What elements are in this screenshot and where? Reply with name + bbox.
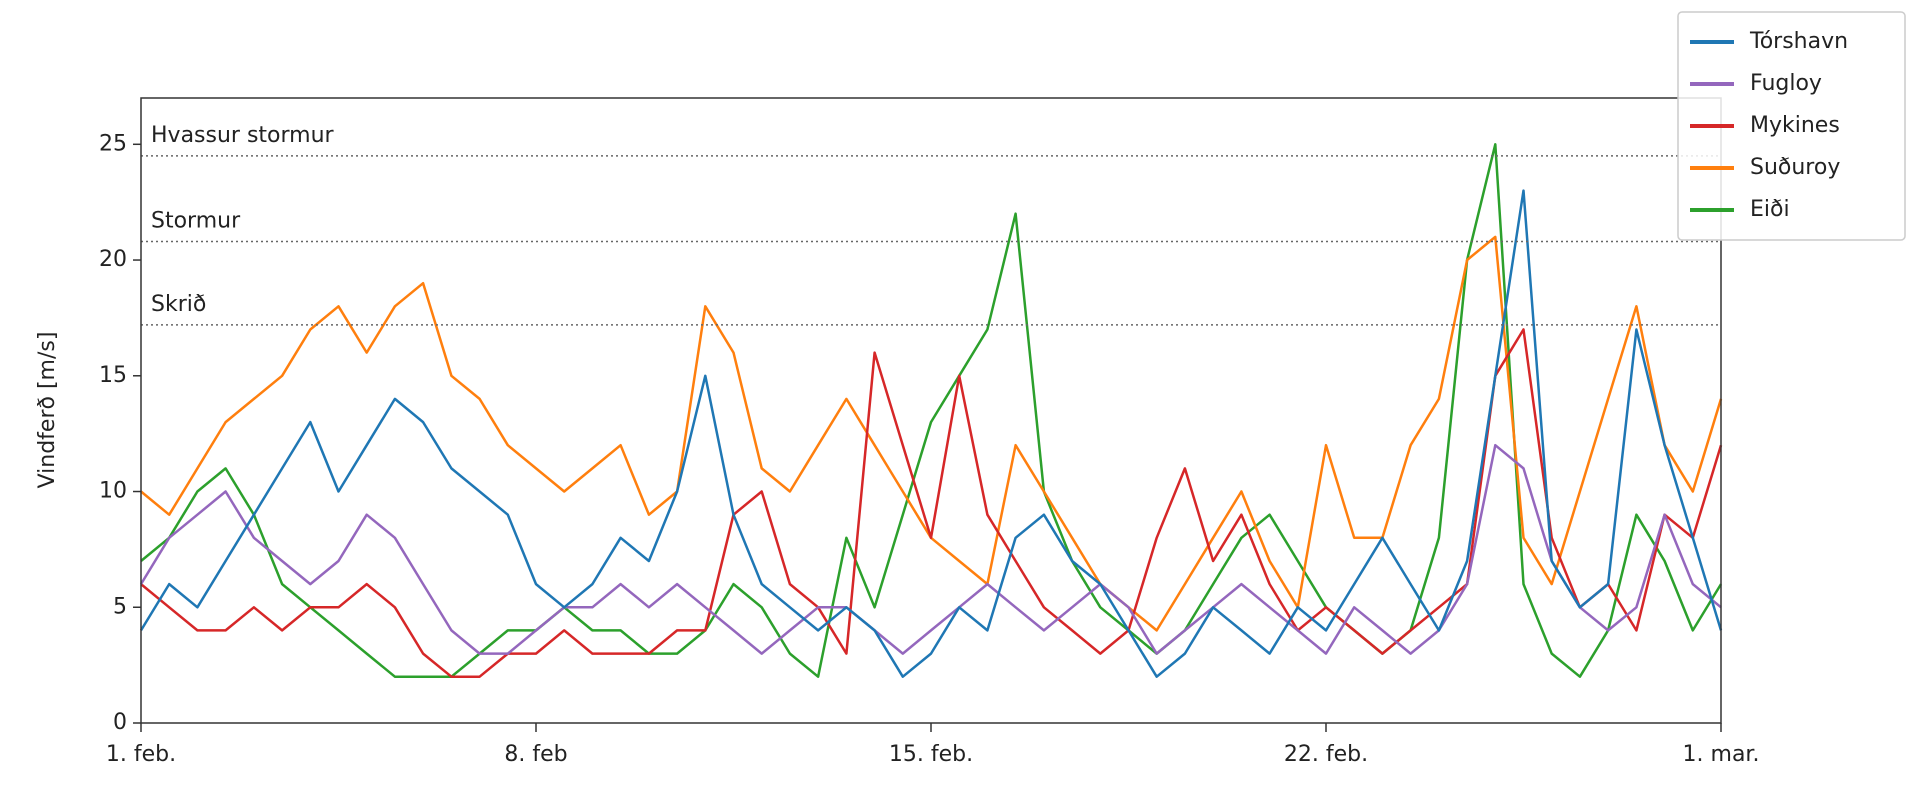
y-tick-label: 15: [99, 363, 127, 388]
legend-label: Mykines: [1750, 113, 1840, 138]
series-line: [140, 235, 1723, 632]
x-tick-label: 1. mar.: [1683, 742, 1760, 767]
legend-label: Suðuroy: [1750, 155, 1840, 180]
plot-frame: [140, 97, 1722, 724]
series-line: [139, 443, 1722, 655]
series-line: [140, 328, 1723, 678]
x-tick-label: 1. feb.: [106, 742, 176, 767]
legend-box: [1677, 11, 1906, 241]
y-tick-label: 10: [99, 479, 127, 504]
series-line: [140, 143, 1723, 678]
legend-label: Fugloy: [1750, 71, 1822, 96]
x-tick-label: 15. feb.: [889, 742, 973, 767]
reference-label: Hvassur stormur: [151, 123, 335, 148]
reference-label: Skrið: [151, 292, 206, 317]
y-tick-label: 0: [113, 710, 127, 735]
y-tick-label: 25: [99, 131, 127, 156]
reference-label: Stormur: [151, 209, 241, 234]
y-tick-label: 5: [113, 594, 127, 619]
y-tick-label: 20: [99, 247, 127, 272]
legend-label: Eiði: [1750, 197, 1790, 222]
y-axis-label: Vindferð [m/s]: [35, 332, 60, 489]
x-tick-label: 8. feb: [504, 742, 567, 767]
x-tick-label: 22. feb.: [1284, 742, 1368, 767]
legend-label: Tórshavn: [1749, 29, 1848, 54]
series-line: [139, 189, 1723, 678]
